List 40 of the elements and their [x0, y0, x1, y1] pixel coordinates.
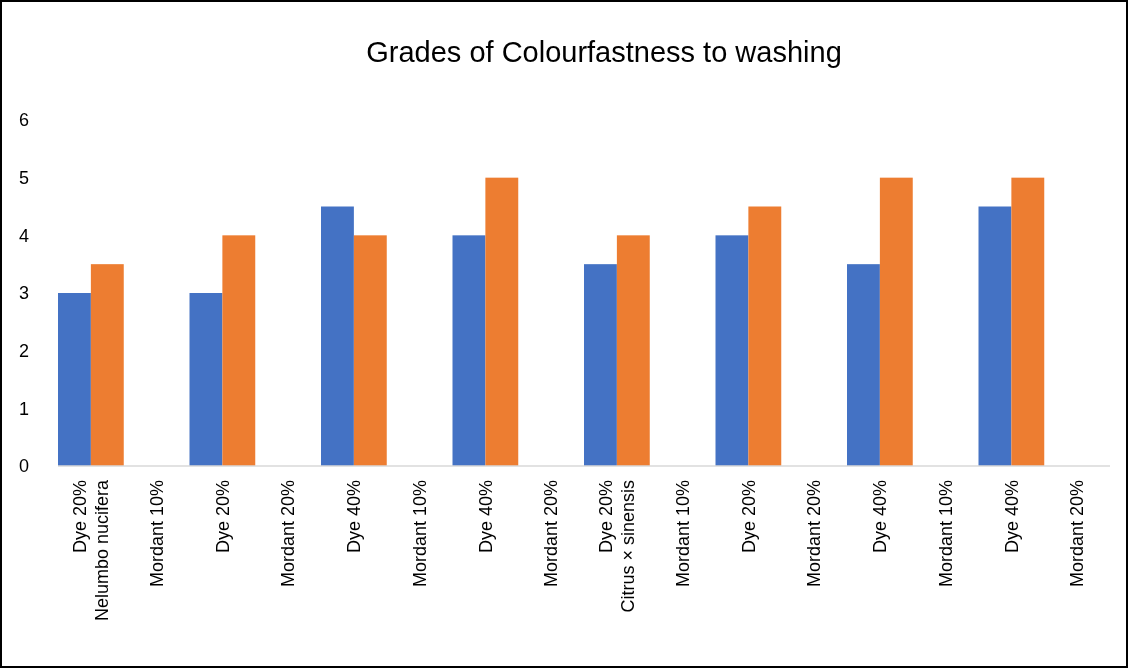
bar [879, 177, 913, 466]
x-tick-label: Dye 20% [212, 480, 233, 554]
x-tick-label: Dye 40% [1001, 480, 1022, 554]
bar [485, 177, 519, 466]
bar [189, 293, 223, 466]
bar [584, 264, 617, 466]
bar [1011, 177, 1045, 466]
y-tick-label: 2 [18, 340, 30, 361]
y-tick-label: 1 [18, 398, 30, 419]
bar [222, 235, 256, 466]
bar [978, 206, 1012, 466]
x-tick-label: Dye 20% Nelumbo nucifera [70, 479, 112, 622]
chart-title: Grades of Colourfastness to washing [366, 36, 842, 68]
x-tick-label: Dye 40% [475, 480, 496, 554]
bar [321, 206, 354, 466]
x-tick-label: Mordant 20% [278, 480, 299, 588]
x-tick-label: Mordant 20% [541, 480, 562, 588]
bar [58, 293, 91, 466]
y-tick-label: 0 [18, 456, 30, 477]
bar [353, 235, 387, 466]
x-tick-label: Dye 20% [738, 480, 759, 554]
y-tick-label: 3 [18, 283, 30, 304]
x-tick-label: Mordant 10% [409, 480, 430, 588]
x-tick-label: Mordant 10% [146, 480, 167, 588]
x-tick-label: Mordant 10% [672, 480, 693, 588]
bar [616, 235, 650, 466]
x-tick-label: Mordant 10% [935, 480, 956, 588]
y-tick-label: 5 [18, 167, 30, 188]
bar [748, 206, 782, 466]
y-tick-label: 6 [18, 110, 30, 131]
bar [452, 235, 486, 466]
bar [90, 264, 124, 466]
x-tick-label: Mordant 20% [804, 480, 825, 588]
bar [847, 264, 880, 466]
x-tick-label: Dye 40% [870, 480, 891, 554]
bar [715, 235, 749, 466]
y-tick-label: 4 [18, 225, 30, 246]
x-tick-label: Dye 20% Citrus × sinensis [596, 480, 638, 613]
x-tick-label: Dye 40% [344, 480, 365, 554]
x-tick-label: Mordant 20% [1067, 480, 1088, 588]
